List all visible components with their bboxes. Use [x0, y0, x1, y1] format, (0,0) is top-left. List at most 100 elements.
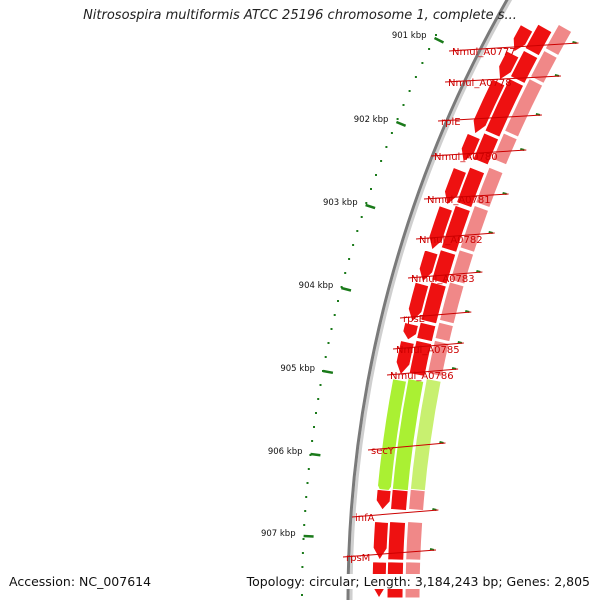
scale-dot	[303, 524, 306, 526]
scale-dot	[408, 90, 411, 92]
chromosome-backbone	[346, 0, 513, 604]
scale-dot	[380, 160, 383, 162]
leader-line	[351, 509, 439, 518]
leader-line	[448, 42, 579, 52]
major-tick	[365, 203, 376, 210]
scale-dot	[301, 594, 303, 596]
gene-track-segment	[426, 339, 450, 378]
scale-dot	[313, 426, 315, 428]
accession-text: Accession: NC_007614	[9, 574, 152, 589]
scale-dot	[317, 398, 320, 400]
scale-dot	[360, 216, 363, 218]
scale-dot	[435, 34, 437, 36]
scale-dot	[306, 482, 309, 484]
gene-segment	[408, 339, 433, 378]
gene-label[interactable]: rplE	[441, 117, 461, 128]
gene-label[interactable]: Nmul_A0786	[390, 371, 454, 382]
scale-dot	[324, 356, 327, 358]
leader-line	[415, 232, 495, 240]
scale-dot	[356, 230, 359, 232]
major-tick	[303, 534, 314, 538]
gene-track-segment	[459, 204, 490, 253]
scale-dot	[301, 552, 304, 554]
gene-arrow	[402, 321, 420, 341]
major-tick	[322, 369, 334, 375]
gene-label[interactable]: rpsE	[403, 314, 425, 325]
leader-line	[367, 442, 446, 451]
leader-line	[399, 311, 472, 319]
scale-dot	[385, 146, 388, 148]
scale-label: 901 kbp	[392, 31, 427, 41]
gene-arrow	[407, 281, 430, 323]
backbone-shadow	[349, 0, 513, 604]
gene-segment	[440, 204, 472, 254]
scale-dot	[396, 118, 399, 120]
gene-track-segment	[491, 132, 519, 166]
gene-arrow	[472, 78, 506, 135]
leader-line	[437, 114, 542, 122]
scale-dot	[352, 244, 355, 246]
gene-label[interactable]: Nmul_A0783	[411, 274, 475, 285]
leader-line	[423, 193, 509, 200]
gene-track-segment	[503, 77, 544, 138]
scale-dot	[348, 258, 351, 260]
gene-label[interactable]: rpsM	[346, 553, 370, 564]
map-title: Nitrosospira multiformis ATCC 25196 chro…	[83, 8, 517, 23]
scale-dot	[327, 342, 330, 344]
scale-dot	[344, 272, 347, 274]
scale-dot	[365, 202, 368, 204]
leader-line	[392, 342, 464, 350]
gene-label[interactable]: Nmul_A0780	[434, 152, 498, 163]
major-tick	[310, 452, 321, 457]
scale-label: 906 kbp	[268, 447, 303, 457]
gene-segment	[484, 77, 525, 138]
scale-dot	[337, 300, 339, 302]
gene-label[interactable]: secY	[371, 446, 395, 457]
scale-dot	[305, 496, 308, 498]
scale-dot	[390, 132, 393, 134]
gene-arrow	[443, 166, 468, 206]
gene-arrow	[375, 488, 392, 511]
scale-label: 902 kbp	[354, 115, 389, 125]
scale-dot	[311, 440, 314, 442]
leader-line	[444, 75, 561, 83]
scale-dot	[307, 468, 310, 470]
gene-track-segment	[529, 49, 558, 85]
gene-track-segment	[408, 488, 426, 512]
gene-track-segment	[438, 281, 465, 325]
leader-line	[430, 149, 527, 157]
gene-arrow	[418, 249, 439, 283]
scale-dot	[375, 174, 377, 176]
gene-arrow	[460, 132, 482, 163]
scale-dot	[319, 384, 322, 386]
scale-dot	[428, 48, 431, 50]
scale-label: 904 kbp	[299, 281, 334, 291]
gene-label[interactable]: Nmul_A0781	[427, 195, 491, 206]
major-tick	[395, 120, 407, 127]
gene-label[interactable]: Nmul_A0777	[452, 47, 516, 58]
gene-label[interactable]: infA	[355, 513, 375, 524]
gene-track-segment	[474, 166, 504, 209]
gene-track-segment	[405, 520, 424, 561]
scale-dot	[330, 328, 333, 330]
backbone-line	[346, 0, 509, 604]
gene-features[interactable]	[371, 23, 573, 599]
leader-line	[342, 549, 437, 558]
scale-dot	[301, 566, 304, 568]
gene-segment	[415, 321, 437, 343]
gene-segment	[387, 520, 407, 561]
genome-summary-text: Topology: circular; Length: 3,184,243 bp…	[246, 574, 590, 589]
scale-label: 905 kbp	[280, 364, 315, 374]
scale-label: 907 kbp	[261, 529, 296, 539]
leader-line	[407, 271, 483, 279]
gene-label[interactable]: Nmul_A0785	[396, 345, 460, 356]
scale-dot	[315, 412, 317, 414]
scale-label: 903 kbp	[323, 198, 358, 208]
gene-segment	[472, 132, 500, 166]
gene-label[interactable]: Nmul_A0782	[419, 235, 483, 246]
gene-label[interactable]: Nmul_A0778	[448, 78, 512, 89]
scale-ticks: 901 kbp 902 kbp 903 kbp 904 kbp 905 kbp 906 k…	[261, 31, 445, 596]
gene-labels[interactable]: Nmul_A0777 Nmul_A0778 rplE Nmul_A0780 Nmul_A…	[342, 41, 579, 564]
